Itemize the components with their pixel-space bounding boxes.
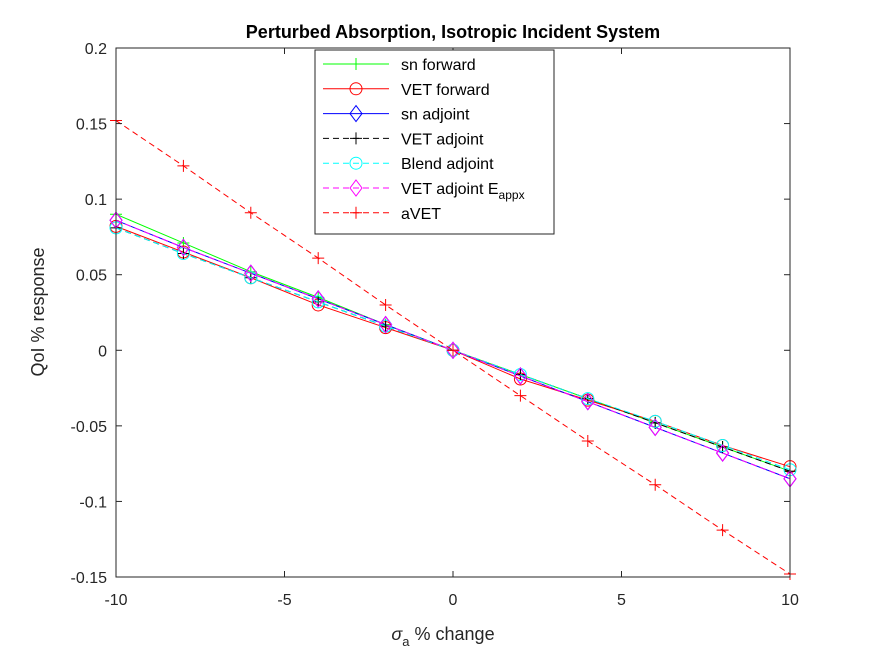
- legend-label-text: sn adjoint: [401, 107, 470, 124]
- legend-label: VET forward: [401, 82, 490, 99]
- y-tick-label: 0.1: [85, 192, 107, 209]
- legend-label: sn forward: [401, 57, 476, 74]
- chart-title: Perturbed Absorption, Isotropic Incident…: [246, 22, 660, 42]
- legend-item-blend-adjoint: Blend adjoint: [323, 156, 494, 173]
- legend-label: Blend adjoint: [401, 156, 494, 173]
- data-point-vet-adjoint-eappx: [648, 418, 662, 437]
- legend-label: VET adjoint: [401, 131, 484, 148]
- legend-label-text: Blend adjoint: [401, 156, 494, 173]
- x-axis-label: σa % change: [391, 624, 494, 649]
- y-tick-label: 0: [98, 343, 107, 360]
- x-axis-label-symbol: σ: [391, 624, 403, 644]
- x-tick-label: 10: [781, 592, 799, 609]
- legend-item-sn-forward: sn forward: [323, 57, 476, 74]
- x-tick-label: -10: [104, 592, 127, 609]
- legend-box: [314, 49, 555, 235]
- legend-item-vet-forward: VET forward: [323, 82, 490, 99]
- x-axis-label-subscript: a: [402, 634, 410, 649]
- data-point-avet: [447, 344, 459, 357]
- data-point-blend-adjoint: [648, 414, 662, 428]
- data-point-blend-adjoint: [581, 392, 595, 406]
- data-point-avet: [716, 524, 729, 537]
- legend-label-text: VET adjoint: [401, 131, 484, 148]
- data-point-vet-adjoint-eappx: [176, 238, 191, 257]
- legend-marker: [349, 156, 363, 170]
- y-tick-label: 0.2: [85, 41, 107, 58]
- legend-item-sn-adjoint: sn adjoint: [323, 104, 470, 124]
- legend-label-text: VET forward: [401, 82, 490, 99]
- x-tick-label: 5: [617, 592, 626, 609]
- y-tick-label: -0.15: [71, 570, 108, 587]
- x-tick-label: -5: [277, 592, 291, 609]
- legend-label: VET adjoint Eappx: [401, 181, 525, 202]
- legend-item-vet-adjoint: VET adjoint: [323, 131, 484, 148]
- data-point-avet: [244, 206, 257, 219]
- data-point-vet-adjoint-eappx: [378, 315, 393, 334]
- y-tick-label: 0.15: [76, 117, 107, 134]
- data-point-avet: [581, 434, 594, 447]
- data-point-blend-adjoint: [311, 295, 325, 309]
- legend-marker: [349, 82, 363, 96]
- legend: sn forward VET forward sn adjoint VET adjoi…: [314, 49, 555, 235]
- y-tick-label: 0.05: [76, 268, 107, 285]
- series-avet: [110, 114, 796, 580]
- data-point-blend-adjoint: [716, 439, 730, 453]
- data-point-vet-adjoint-eappx: [244, 264, 258, 283]
- data-point-avet: [312, 252, 325, 265]
- legend-marker: [350, 58, 362, 70]
- legend-item-vet-adjoint-eappx: VET adjoint Eappx: [323, 179, 525, 202]
- legend-marker: [349, 104, 363, 123]
- legend-label: aVET: [401, 206, 441, 223]
- data-point-vet-adjoint-eappx: [311, 290, 325, 308]
- legend-item-avet: aVET: [323, 206, 441, 223]
- y-axis-label: QoI % response: [28, 247, 48, 376]
- legend-marker: [350, 132, 362, 145]
- legend-label-subscript: appx: [499, 188, 525, 202]
- data-point-avet: [379, 298, 392, 311]
- legend-label-text: sn forward: [401, 57, 476, 74]
- data-point-avet: [514, 389, 527, 402]
- data-point-vet-adjoint-eappx: [513, 367, 528, 385]
- data-point-vet-adjoint-eappx: [581, 392, 595, 411]
- x-tick-label: 0: [449, 592, 458, 609]
- legend-marker: [349, 179, 363, 197]
- legend-label: sn adjoint: [401, 107, 470, 124]
- legend-label-text: aVET: [401, 206, 441, 223]
- series-line-avet: [115, 120, 791, 575]
- series-layer: [109, 114, 797, 580]
- data-point-avet: [649, 478, 662, 491]
- legend-label-text: VET adjoint E: [401, 181, 499, 198]
- legend-marker: [350, 206, 362, 219]
- x-axis-label-suffix: % change: [410, 624, 495, 644]
- data-point-vet-adjoint-eappx: [715, 444, 730, 462]
- y-tick-label: -0.05: [71, 419, 108, 436]
- y-tick-label: -0.1: [79, 494, 107, 511]
- data-point-avet: [177, 159, 190, 172]
- data-point-blend-adjoint: [244, 271, 258, 285]
